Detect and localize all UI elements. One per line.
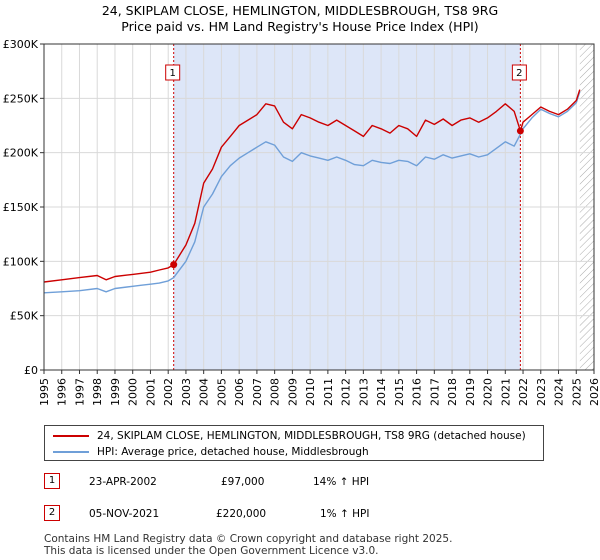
x-tick-label: 1998 (91, 378, 104, 406)
transaction-badge: 2 (44, 505, 60, 521)
sale-point (516, 127, 524, 135)
x-tick-label: 2021 (499, 378, 512, 406)
transaction-date: 23-APR-2002 (89, 476, 157, 488)
plot-border (43, 43, 595, 371)
legend-item-property: 24, SKIPLAM CLOSE, HEMLINGTON, MIDDLESBR… (53, 428, 526, 444)
footer-license: This data is licensed under the Open Gov… (44, 545, 379, 557)
x-tick-label: 2026 (588, 378, 600, 406)
y-tick-label: £150K (3, 201, 39, 214)
x-tick-label: 2005 (215, 378, 228, 406)
sale-marker-badge (165, 64, 181, 81)
y-tick-label: £250K (3, 92, 39, 105)
transaction-price: £97,000 (221, 476, 265, 488)
x-tick-label: 2001 (144, 378, 157, 406)
legend-line-blue (53, 451, 89, 453)
legend-item-hpi: HPI: Average price, detached house, Midd… (53, 444, 369, 460)
sale-point (170, 261, 178, 269)
x-tick-label: 2017 (428, 378, 441, 406)
x-tick-label: 2007 (251, 378, 264, 406)
x-tick-label: 2025 (570, 378, 583, 406)
x-tick-label: 2020 (482, 378, 495, 406)
x-tick-label: 2000 (127, 378, 140, 406)
transaction-hpi: 1% ↑ HPI (320, 508, 370, 520)
x-tick-label: 2014 (375, 378, 388, 406)
y-tick-label: £300K (3, 38, 39, 51)
x-tick-label: 1997 (73, 378, 86, 406)
x-tick-label: 2004 (198, 378, 211, 406)
x-tick-label: 2023 (535, 378, 548, 406)
property-series-line (43, 89, 581, 283)
chart-title: 24, SKIPLAM CLOSE, HEMLINGTON, MIDDLESBR… (101, 3, 499, 18)
legend-label-property: 24, SKIPLAM CLOSE, HEMLINGTON, MIDDLESBR… (97, 430, 526, 442)
transaction-badge: 1 (44, 473, 60, 489)
y-tick-label: £0 (24, 364, 38, 377)
sale-marker-badge (511, 64, 527, 81)
x-tick-label: 2011 (322, 378, 335, 406)
x-tick-label: 1995 (38, 378, 51, 406)
x-tick-label: 2008 (269, 378, 282, 406)
x-tick-label: 2013 (357, 378, 370, 406)
x-tick-label: 1999 (109, 378, 122, 406)
x-tick-label: 2019 (464, 378, 477, 406)
price-chart: 1995 1996 1997 1998 1999 2000 2001 2002 2003 2004… (3, 38, 600, 406)
transaction-price: £220,000 (216, 508, 267, 520)
x-tick-label: 2009 (286, 378, 299, 406)
x-tick-label: 2012 (340, 378, 353, 406)
y-tick-label: £50K (10, 310, 39, 323)
footer-copyright: Contains HM Land Registry data © Crown c… (44, 533, 453, 545)
x-tick-label: 2018 (446, 378, 459, 406)
y-tick-label: £100K (3, 255, 39, 268)
x-tick-label: 2024 (553, 378, 566, 406)
transaction-hpi: 14% ↑ HPI (313, 476, 370, 488)
x-tick-label: 2006 (233, 378, 246, 406)
sale-marker-label: 2 (516, 68, 522, 79)
chart-subtitle: Price paid vs. HM Land Registry's House … (121, 19, 479, 34)
sale-marker-label: 1 (170, 68, 176, 79)
x-tick-label: 2010 (304, 378, 317, 406)
x-tick-label: 2003 (180, 378, 193, 406)
chart-legend: 24, SKIPLAM CLOSE, HEMLINGTON, MIDDLESBR… (44, 425, 544, 461)
x-tick-label: 2016 (411, 378, 424, 406)
legend-line-red (53, 435, 89, 437)
transaction-date: 05-NOV-2021 (89, 508, 160, 520)
x-tick-label: 2022 (517, 378, 530, 406)
x-tick-label: 2015 (393, 378, 406, 406)
x-tick-label: 1996 (56, 378, 69, 406)
y-tick-label: £200K (3, 147, 39, 160)
hpi-series-line (43, 91, 581, 294)
x-tick-label: 2002 (162, 378, 175, 406)
legend-label-hpi: HPI: Average price, detached house, Midd… (97, 446, 369, 458)
